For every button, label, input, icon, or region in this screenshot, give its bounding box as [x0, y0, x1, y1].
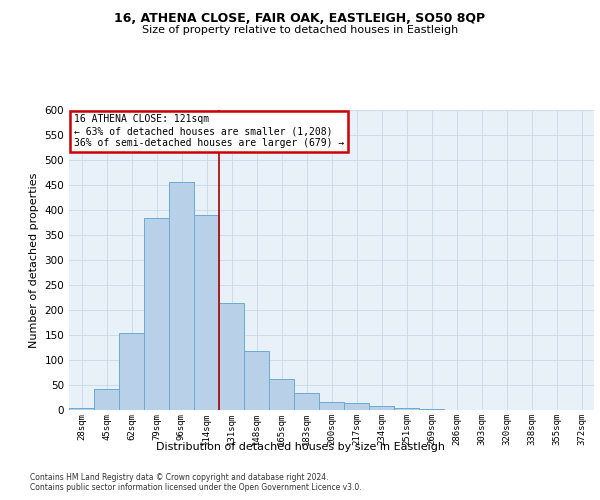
Text: Contains public sector information licensed under the Open Government Licence v3: Contains public sector information licen…: [30, 484, 362, 492]
Bar: [169, 182, 194, 410]
Bar: [119, 332, 144, 410]
Text: Size of property relative to detached houses in Eastleigh: Size of property relative to detached ho…: [142, 25, 458, 35]
Bar: [144, 218, 169, 410]
Bar: [69, 408, 94, 410]
Text: 16 ATHENA CLOSE: 121sqm
← 63% of detached houses are smaller (1,208)
36% of semi: 16 ATHENA CLOSE: 121sqm ← 63% of detache…: [74, 114, 344, 148]
Bar: [369, 406, 394, 410]
Y-axis label: Number of detached properties: Number of detached properties: [29, 172, 39, 348]
Bar: [419, 409, 444, 410]
Text: 16, ATHENA CLOSE, FAIR OAK, EASTLEIGH, SO50 8QP: 16, ATHENA CLOSE, FAIR OAK, EASTLEIGH, S…: [115, 12, 485, 26]
Bar: [194, 215, 219, 410]
Bar: [244, 351, 269, 410]
Bar: [394, 408, 419, 410]
Bar: [344, 402, 369, 410]
Bar: [269, 378, 294, 410]
Bar: [319, 402, 344, 410]
Bar: [219, 302, 244, 410]
Text: Distribution of detached houses by size in Eastleigh: Distribution of detached houses by size …: [155, 442, 445, 452]
Text: Contains HM Land Registry data © Crown copyright and database right 2024.: Contains HM Land Registry data © Crown c…: [30, 472, 329, 482]
Bar: [94, 389, 119, 410]
Bar: [294, 392, 319, 410]
